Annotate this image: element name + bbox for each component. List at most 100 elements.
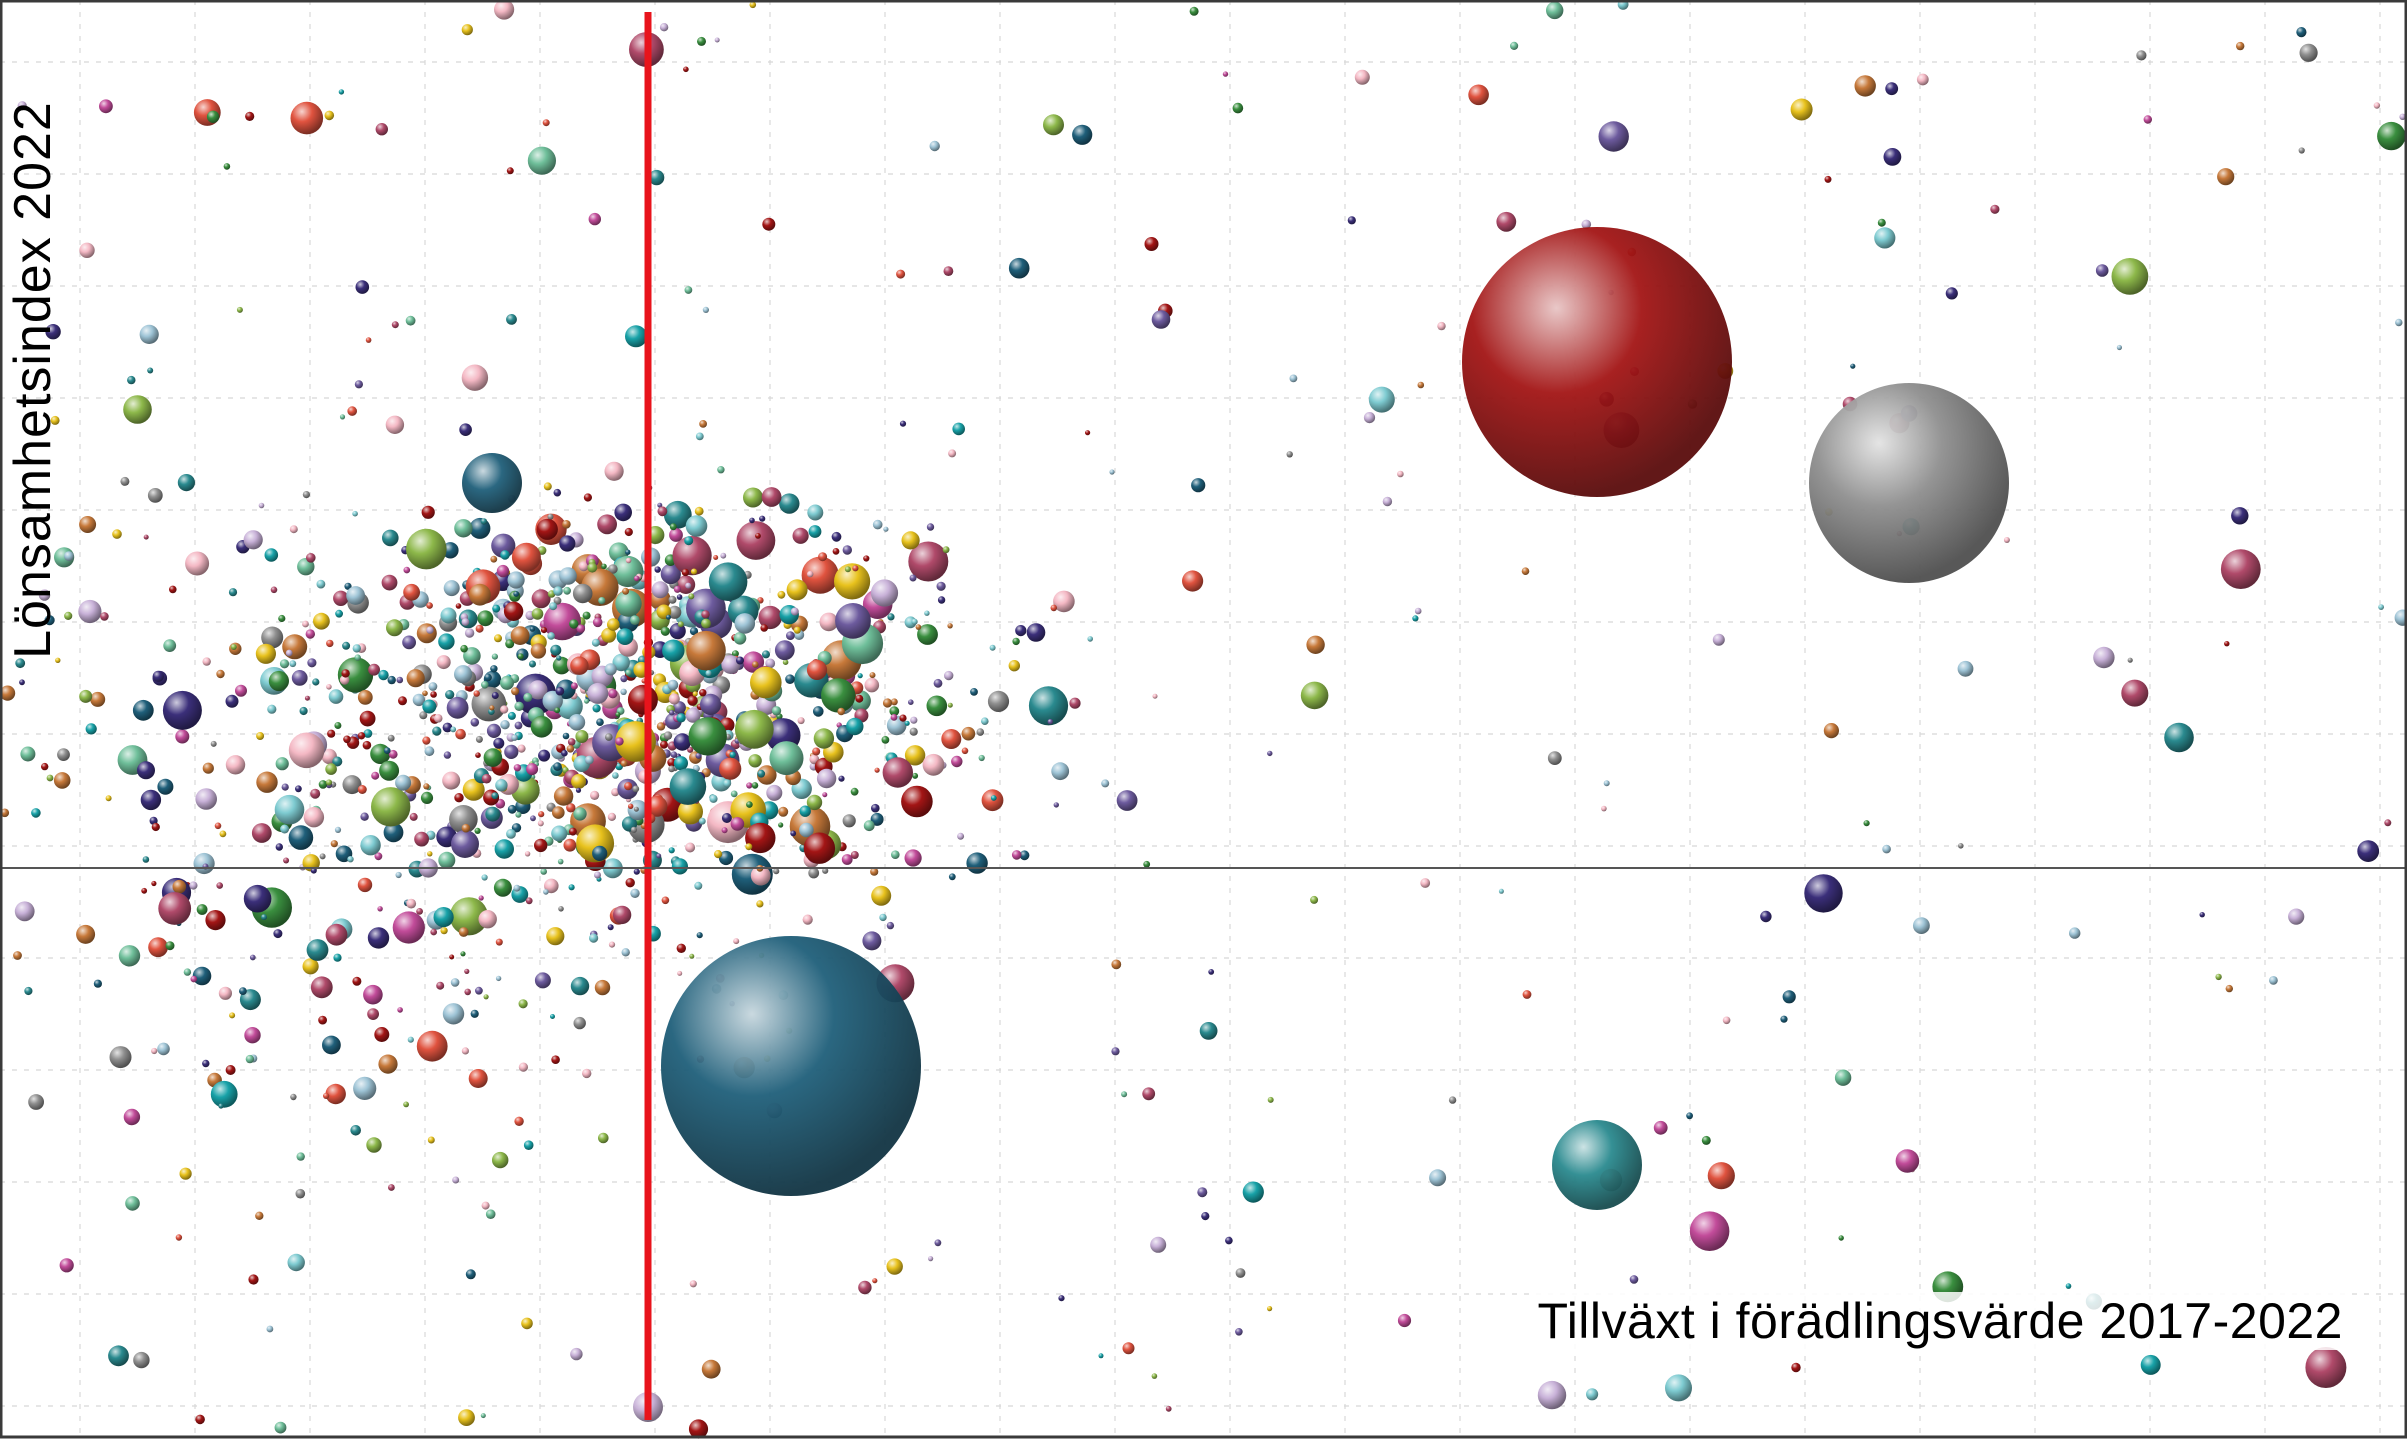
bubble-background-point xyxy=(756,900,764,908)
bubble-background-point xyxy=(422,699,437,714)
bubble-background-point xyxy=(689,1280,697,1288)
bubble-background-point xyxy=(310,867,317,874)
bubble-background-point xyxy=(511,734,518,741)
bubble-background-point xyxy=(339,414,346,420)
bubble-background-point xyxy=(419,711,428,720)
bubble-background-point xyxy=(752,661,759,668)
bubble-background-point xyxy=(354,654,361,661)
bubble-background-point xyxy=(2116,344,2122,351)
bubble-background-point xyxy=(1267,1096,1274,1103)
bubble-background-point xyxy=(696,932,703,939)
bubble-background-point xyxy=(911,618,918,625)
bubble-background-point xyxy=(718,850,734,866)
bubble-background-point xyxy=(757,769,766,778)
bubble-background-point xyxy=(406,528,447,570)
bubble-background-point xyxy=(515,811,522,818)
bubble-background-point xyxy=(730,790,738,798)
bubble-background-point xyxy=(325,1083,346,1105)
bubble-background-point xyxy=(926,695,948,717)
bubble-background-point xyxy=(2384,819,2392,827)
bubble-background-point xyxy=(685,515,708,537)
bubble-background-point xyxy=(177,474,195,492)
bubble-background-point xyxy=(480,518,488,525)
bubble-background-point xyxy=(388,749,398,759)
bubble-background-point xyxy=(672,701,686,715)
bubble-background-point xyxy=(648,169,665,186)
bubble-background-point xyxy=(806,794,823,811)
bubble-background-point xyxy=(278,614,286,623)
bubble-background-point xyxy=(2373,102,2381,109)
bubble-background-point xyxy=(1008,660,1020,672)
bubble-background-point xyxy=(475,986,483,995)
bubble-background-point xyxy=(801,556,839,594)
bubble-background-point xyxy=(730,817,745,831)
bubble-background-point xyxy=(575,730,589,743)
bubble-background-point xyxy=(625,549,631,555)
bubble-background-point xyxy=(350,1125,362,1136)
bubble-background-point xyxy=(816,768,837,789)
bubble-background-point xyxy=(206,110,220,124)
bubble-background-point xyxy=(15,658,26,669)
bubble-background-point xyxy=(461,1047,469,1055)
bubble-background-point xyxy=(1420,878,1431,888)
bubble-background-point xyxy=(189,881,198,890)
bubble-background-point xyxy=(480,1413,486,1419)
bubble-background-point xyxy=(38,589,51,601)
bubble-background-point xyxy=(633,806,639,812)
bubble-background-point xyxy=(928,1256,934,1262)
bubble-background-point xyxy=(987,690,1010,713)
bubble-background-point xyxy=(495,938,503,946)
bubble-background-point xyxy=(261,914,267,921)
bubble-background-point xyxy=(264,548,279,562)
bubble-background-point xyxy=(412,693,426,707)
bubble-background-point xyxy=(822,792,828,798)
bubble-background-point xyxy=(375,123,388,136)
bubble-background-point xyxy=(193,852,215,875)
bubble-background-point xyxy=(120,476,130,486)
bubble-background-point xyxy=(218,1103,224,1109)
bubble-background-point xyxy=(409,812,418,821)
bubble-background-point xyxy=(371,771,380,780)
bubble-background-point xyxy=(432,726,442,736)
bubble-background-point xyxy=(759,515,766,522)
bubble-background-point xyxy=(93,979,102,988)
bubble-background-point xyxy=(570,656,589,675)
bubble-background-point xyxy=(438,851,456,869)
bubble-background-point xyxy=(769,741,804,776)
bubble-background-point xyxy=(291,670,308,686)
bubble-background-point xyxy=(243,884,272,913)
bubble-background-point xyxy=(669,528,683,542)
bubble-background-point xyxy=(621,948,630,957)
bubble-background-point xyxy=(1267,750,1273,757)
bubble-background-point xyxy=(478,895,484,901)
bubble-background-point xyxy=(831,531,842,542)
bubble-background-point xyxy=(957,832,965,840)
bubble-background-point xyxy=(1150,1236,1167,1253)
bubble-background-point xyxy=(855,694,864,703)
bubble-background-point xyxy=(590,790,600,801)
bubble-background-point xyxy=(352,644,361,653)
bubble-background-point xyxy=(531,608,544,620)
bubble-background-point xyxy=(1414,607,1422,615)
bubble-background-point xyxy=(1498,888,1504,894)
bubble-background-point xyxy=(290,101,324,135)
bubble-background-point xyxy=(720,552,727,559)
bubble-background-point xyxy=(196,904,208,915)
bubble-background-point xyxy=(1197,1187,1208,1198)
bubble-background-point xyxy=(536,518,558,540)
bubble-background-point xyxy=(842,545,852,555)
bubble-background-point xyxy=(622,587,630,595)
bubble-background-point xyxy=(571,774,587,789)
bubble-background-point xyxy=(566,745,575,753)
bubble-background-point xyxy=(786,579,808,601)
bubble-background-point xyxy=(506,314,517,325)
bubble-background-point xyxy=(195,1414,205,1425)
bubble-background-point xyxy=(668,605,682,619)
bubble-background-point xyxy=(307,658,317,668)
bubble-background-point xyxy=(1782,990,1796,1004)
bubble-background-point xyxy=(597,514,617,535)
bubble-background-point xyxy=(360,835,381,856)
bubble-background-point xyxy=(406,898,417,909)
bubble-background-point xyxy=(324,110,335,121)
